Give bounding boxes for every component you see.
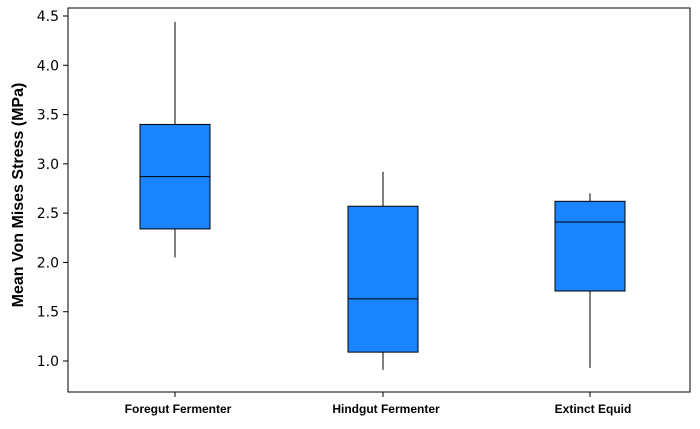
x-category-label: Foregut Fermenter	[125, 402, 232, 416]
box-iqr	[554, 200, 626, 292]
y-tick-label: 2.0	[37, 255, 59, 271]
plot-frame	[67, 7, 691, 393]
box-group	[139, 21, 211, 258]
box-group	[347, 171, 419, 370]
y-tick-label: 1.5	[37, 305, 59, 321]
y-tick-label: 3.5	[37, 108, 59, 124]
y-tick-label: 1.0	[37, 354, 59, 370]
y-axis-title: Mean Von Mises Stress (MPa)	[10, 83, 27, 308]
x-category-label: Extinct Equid	[555, 402, 632, 416]
y-axis: 1.0 1.5 2.0 2.5 3.0 3.5 4.0 4.5	[37, 9, 68, 370]
boxes	[139, 21, 626, 370]
box-iqr	[347, 205, 419, 353]
x-axis-labels: Foregut Fermenter Hindgut Fermenter Extinc…	[125, 392, 632, 416]
y-tick-label: 4.5	[37, 9, 59, 25]
x-category-label: Hindgut Fermenter	[332, 402, 440, 416]
box-group	[554, 193, 626, 368]
y-tick-label: 3.0	[37, 157, 59, 173]
y-tick-label: 4.0	[37, 58, 59, 74]
y-tick-label: 2.5	[37, 206, 59, 222]
